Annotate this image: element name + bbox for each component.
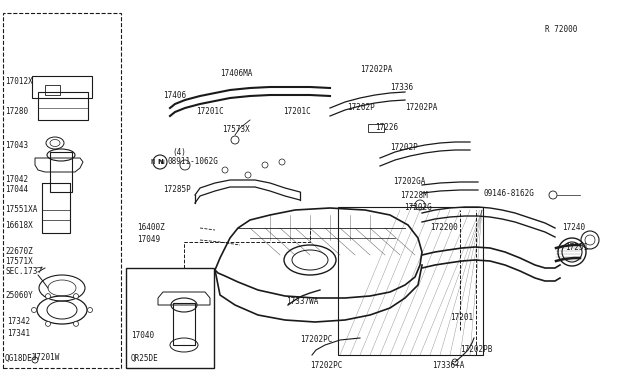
Text: 17202PA: 17202PA bbox=[360, 65, 392, 74]
Text: 17337WA: 17337WA bbox=[286, 298, 318, 307]
Text: 17049: 17049 bbox=[137, 235, 160, 244]
Text: 17043: 17043 bbox=[5, 141, 28, 150]
Circle shape bbox=[88, 308, 93, 312]
Text: 17406MA: 17406MA bbox=[220, 70, 252, 78]
Text: N: N bbox=[151, 159, 155, 165]
Text: R 72000: R 72000 bbox=[545, 26, 577, 35]
Text: 17228M: 17228M bbox=[400, 192, 428, 201]
Text: (4): (4) bbox=[172, 148, 186, 157]
Text: SEC.173: SEC.173 bbox=[5, 266, 37, 276]
Text: 17201C: 17201C bbox=[196, 108, 224, 116]
Text: 17202PB: 17202PB bbox=[460, 344, 492, 353]
Text: 17042: 17042 bbox=[5, 174, 28, 183]
Bar bbox=[173, 303, 195, 345]
Circle shape bbox=[45, 321, 51, 326]
Text: 17202PC: 17202PC bbox=[300, 336, 332, 344]
Bar bbox=[32, 76, 92, 98]
Text: 172200: 172200 bbox=[430, 224, 458, 232]
Circle shape bbox=[74, 294, 79, 299]
Text: 17551XA: 17551XA bbox=[5, 205, 37, 215]
Text: 17406: 17406 bbox=[163, 92, 186, 100]
Text: QG18DE: QG18DE bbox=[5, 353, 33, 362]
Text: 22670Z: 22670Z bbox=[5, 247, 33, 256]
Circle shape bbox=[74, 321, 79, 326]
Circle shape bbox=[45, 294, 51, 299]
Text: 17202PA: 17202PA bbox=[405, 103, 437, 112]
Bar bbox=[38, 92, 88, 120]
Bar bbox=[126, 268, 214, 368]
Text: N: N bbox=[161, 160, 164, 164]
Text: 17201: 17201 bbox=[450, 314, 473, 323]
Text: 17044: 17044 bbox=[5, 185, 28, 193]
Bar bbox=[50, 152, 72, 192]
Bar bbox=[3, 13, 121, 368]
Circle shape bbox=[31, 308, 36, 312]
Text: 09146-8162G: 09146-8162G bbox=[483, 189, 534, 198]
Text: 17341: 17341 bbox=[7, 328, 30, 337]
Bar bbox=[45, 85, 60, 95]
Text: 16400Z: 16400Z bbox=[137, 224, 164, 232]
Text: 17280: 17280 bbox=[5, 106, 28, 115]
Text: 17012X: 17012X bbox=[5, 77, 33, 86]
Text: 08911-1062G: 08911-1062G bbox=[167, 157, 218, 167]
Text: 17573X: 17573X bbox=[222, 125, 250, 135]
Text: 17201C: 17201C bbox=[283, 108, 311, 116]
Text: 17040: 17040 bbox=[131, 330, 154, 340]
Bar bbox=[338, 207, 483, 355]
Text: 17571X: 17571X bbox=[5, 257, 33, 266]
Text: 17240: 17240 bbox=[562, 224, 585, 232]
Text: -17201W: -17201W bbox=[28, 353, 60, 362]
Text: 17336+A: 17336+A bbox=[432, 360, 465, 369]
Text: 17336: 17336 bbox=[390, 83, 413, 92]
Text: 17285P: 17285P bbox=[163, 186, 191, 195]
Text: N: N bbox=[157, 159, 163, 165]
Bar bbox=[368, 124, 384, 132]
Text: 17226: 17226 bbox=[375, 124, 398, 132]
Text: 17202GA: 17202GA bbox=[393, 177, 426, 186]
Text: 16618X: 16618X bbox=[5, 221, 33, 230]
Text: QR25DE: QR25DE bbox=[131, 353, 159, 362]
Bar bbox=[42, 183, 70, 233]
Text: 17202P: 17202P bbox=[390, 144, 418, 153]
Text: 17342: 17342 bbox=[7, 317, 30, 327]
Text: 25060Y: 25060Y bbox=[5, 292, 33, 301]
Text: 17202P: 17202P bbox=[347, 103, 375, 112]
Text: 17202G: 17202G bbox=[404, 202, 432, 212]
Text: 17202PC: 17202PC bbox=[310, 360, 342, 369]
Text: 17251: 17251 bbox=[565, 243, 588, 251]
